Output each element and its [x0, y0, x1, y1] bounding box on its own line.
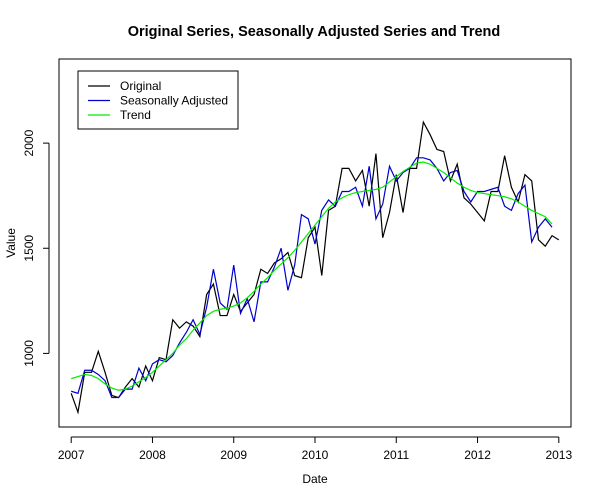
- x-tick-label-2013: 2013: [545, 448, 572, 462]
- legend-label-seasonally-adjusted: Seasonally Adjusted: [120, 94, 228, 108]
- legend-label-original: Original: [120, 79, 161, 93]
- x-tick-label-2008: 2008: [139, 448, 166, 462]
- series-line-original: [70, 120, 560, 415]
- y-axis: 1000 1500 2000: [22, 129, 50, 367]
- x-tick-label-2009: 2009: [220, 448, 247, 462]
- y-tick-label-2000: 2000: [22, 129, 36, 156]
- series-layer: [70, 120, 560, 415]
- y-tick-label-1000: 1000: [22, 340, 36, 367]
- series-line-trend: [71, 161, 553, 391]
- legend-label-trend: Trend: [120, 108, 151, 122]
- y-axis-label: Value: [4, 228, 18, 258]
- x-axis-label: Date: [302, 472, 328, 486]
- y-tick-label-1500: 1500: [22, 235, 36, 262]
- x-axis: 2007 2008 2009 2010 2011 2012 2013: [58, 436, 572, 462]
- x-tick-label-2011: 2011: [383, 448, 409, 462]
- x-tick-label-2007: 2007: [58, 448, 85, 462]
- x-tick-label-2010: 2010: [302, 448, 329, 462]
- plot-area-frame: [58, 58, 572, 428]
- chart-title: Original Series, Seasonally Adjusted Ser…: [128, 24, 501, 40]
- x-tick-label-2012: 2012: [464, 448, 491, 462]
- series-line-seasonally-adjusted: [71, 157, 553, 399]
